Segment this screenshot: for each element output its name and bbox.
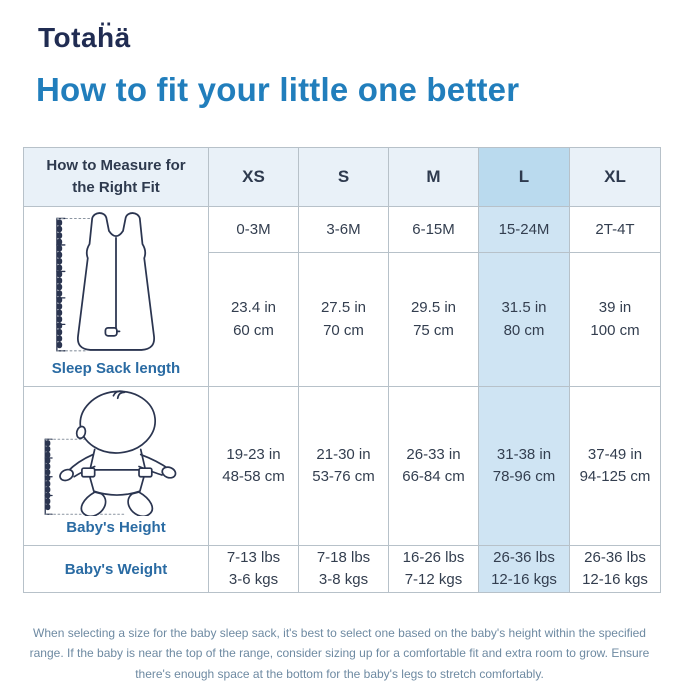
length-row: 23.4 in 60 cm 27.5 in 70 cm 29.5 in 75 cm 3… [24,252,661,387]
baby-height-cell: Baby's Height [23,386,209,546]
size-header-m: M [388,147,479,207]
size-header-xl: XL [569,147,661,207]
weight-cell: 7-13 lbs 3-6 kgs [208,545,299,593]
height-cell: 26-33 in 66-84 cm [388,386,479,546]
length-cell: 27.5 in 70 cm [298,252,389,387]
weight-cell: 16-26 lbs 7-12 kgs [388,545,479,593]
sleep-sack-length-label: Sleep Sack length [51,360,181,377]
age-row: Sleep Sack length 0-3M 3-6M 6-15M 15-24M… [23,205,661,387]
ruler-icon [56,217,66,352]
age-cell: 2T-4T [569,205,661,254]
weight-cell: 26-36 lbs 12-16 kgs [569,545,661,593]
age-cell: 6-15M [388,205,479,254]
height-row: Baby's Height 19-23 in 48-58 cm 21-30 in 5… [23,386,661,546]
height-cell: 21-30 in 53-76 cm [298,386,389,546]
measure-header-cell: How to Measure for the Right Fit [23,147,209,207]
page-title: How to fit your little one better [36,71,520,108]
weight-cell: 26-36 lbs 12-16 kgs [478,545,570,593]
age-cell: 0-3M [208,205,299,254]
sleep-sack-icon [56,212,156,352]
height-cell: 31-38 in 78-96 cm [478,386,570,546]
header-row: How to Measure for the Right Fit XS S M … [23,147,661,207]
age-cell: 15-24M [478,205,570,254]
size-header-xs: XS [208,147,299,207]
babys-weight-label-cell: Baby's Weight [23,545,209,593]
age-cell: 3-6M [298,205,389,254]
sleep-sack-cell: Sleep Sack length [23,206,209,387]
babys-height-label: Baby's Height [66,519,166,536]
size-header-s: S [298,147,389,207]
weight-row: Baby's Weight 7-13 lbs 3-6 kgs 7-18 lbs 3-… [23,545,661,593]
length-cell: 23.4 in 60 cm [208,252,299,387]
ruler-icon [44,438,53,515]
size-header-l: L [478,147,570,207]
brand-logo: Totaḧä [38,22,131,53]
length-cell: 31.5 in 80 cm [478,252,570,387]
length-cell: 29.5 in 75 cm [388,252,479,387]
length-cell: 39 in 100 cm [569,252,661,387]
height-cell: 19-23 in 48-58 cm [208,386,299,546]
weight-cell: 7-18 lbs 3-8 kgs [298,545,389,593]
size-chart-table: How to Measure for the Right Fit XS S M … [23,147,661,593]
footer-note: When selecting a size for the baby sleep… [29,626,650,681]
baby-icon [44,390,177,516]
babys-weight-label: Baby's Weight [64,560,168,578]
height-cell: 37-49 in 94-125 cm [569,386,661,546]
